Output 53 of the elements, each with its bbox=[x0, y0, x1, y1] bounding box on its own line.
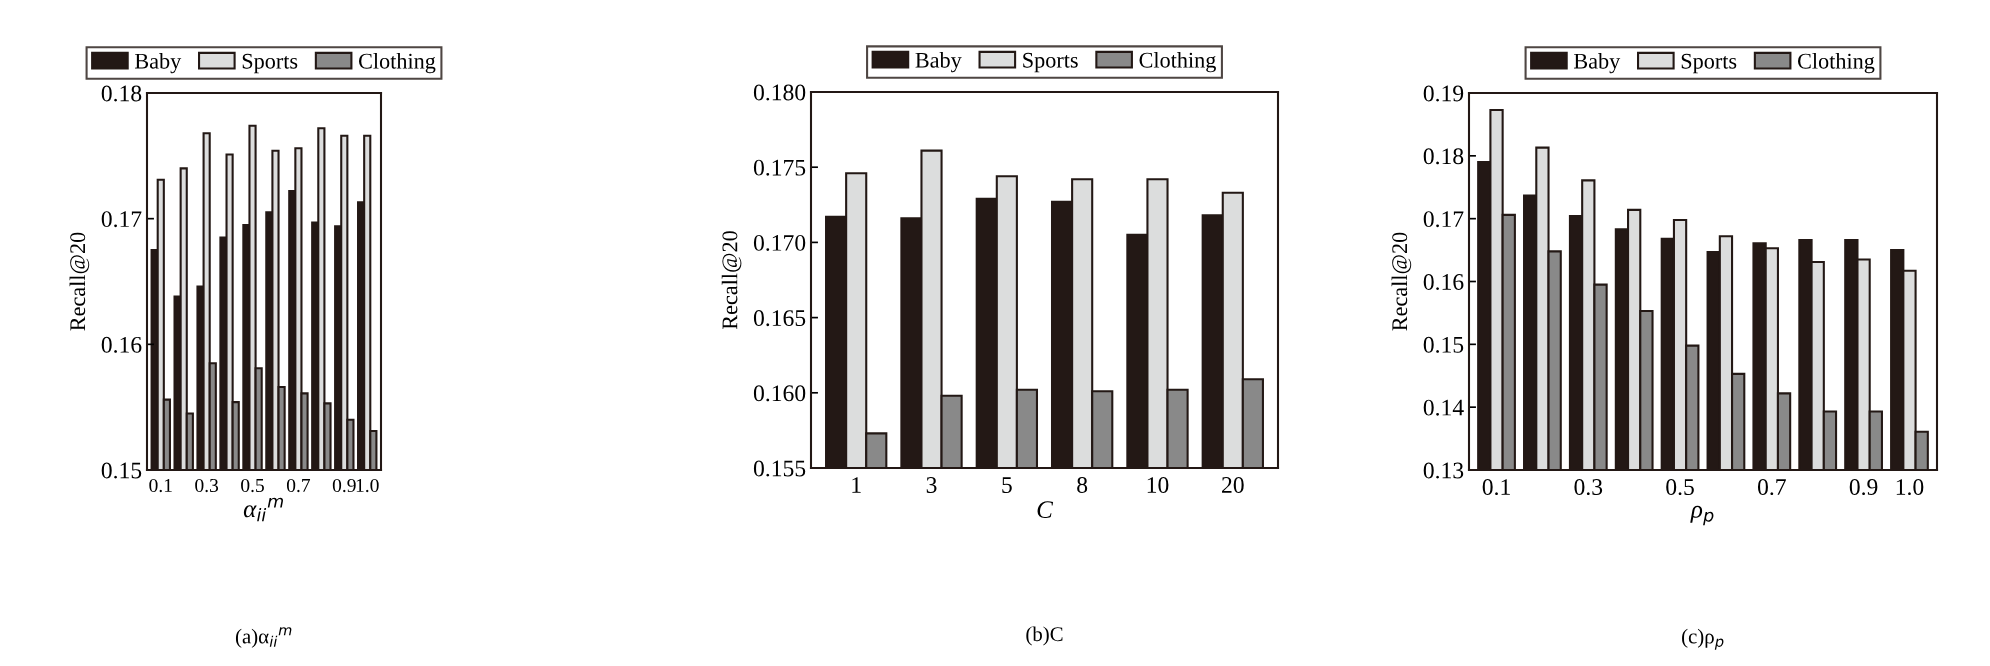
x-tick-label: 0.7 bbox=[1757, 479, 1786, 496]
legend-label: Sports bbox=[242, 53, 298, 74]
y-axis-title: Recall@20 bbox=[69, 232, 90, 331]
y-tick-label: 0.160 bbox=[753, 385, 806, 402]
x-tick-label: 0.1 bbox=[1482, 479, 1510, 496]
legend-label: Baby bbox=[915, 52, 962, 73]
x-tick-label: 0.7 bbox=[286, 478, 311, 493]
x-tick-label: 0.1 bbox=[149, 478, 172, 493]
text: (c)ρ$_{p}$ bbox=[1682, 628, 1724, 650]
y-tick-label: 0.165 bbox=[753, 310, 806, 327]
x-axis-title: ρ$_{p}$ bbox=[1690, 505, 1714, 526]
legend-label: Baby bbox=[135, 53, 182, 74]
x-tick-label: 1.0 bbox=[1896, 479, 1924, 496]
y-tick-label: 0.14 bbox=[1423, 399, 1464, 416]
legend-label: Baby bbox=[1574, 53, 1621, 74]
x-tick-label: 1 bbox=[852, 477, 861, 493]
y-tick-label: 0.13 bbox=[1423, 462, 1464, 479]
x-tick-label: 3 bbox=[926, 477, 937, 493]
y-tick-label: 0.19 bbox=[1423, 85, 1464, 102]
x-tick-label: 10 bbox=[1147, 477, 1169, 493]
legend-label: Sports bbox=[1023, 52, 1078, 73]
y-tick-label: 0.15 bbox=[101, 462, 142, 479]
y-tick-label: 0.17 bbox=[101, 211, 142, 228]
x-tick-label: 5 bbox=[1002, 477, 1012, 493]
legend-label: Clothing bbox=[1797, 53, 1875, 74]
legend-label: Clothing bbox=[1139, 52, 1216, 73]
x-axis-title: C bbox=[1037, 501, 1054, 519]
x-tick-label: 8 bbox=[1077, 477, 1088, 493]
y-tick-label: 0.155 bbox=[753, 460, 806, 477]
y-tick-label: 0.170 bbox=[753, 234, 806, 251]
y-tick-label: 0.15 bbox=[1423, 336, 1464, 353]
y-tick-label: 0.16 bbox=[1423, 273, 1464, 291]
y-tick-label: 0.16 bbox=[101, 336, 142, 353]
x-tick-label: 0.5 bbox=[1666, 479, 1694, 496]
x-tick-label: 0.3 bbox=[195, 478, 219, 493]
y-tick-label: 0.18 bbox=[101, 85, 142, 102]
x-tick-label: 0.5 bbox=[241, 478, 264, 493]
legend-label: Clothing bbox=[358, 53, 436, 74]
x-tick-label: 0.9 bbox=[1849, 479, 1878, 496]
x-tick-label: 0.9 bbox=[332, 478, 356, 493]
legend-label: Sports bbox=[1681, 53, 1737, 74]
y-tick-label: 0.180 bbox=[753, 84, 806, 101]
y-tick-label: 0.18 bbox=[1423, 148, 1464, 165]
x-tick-label: 1.0 bbox=[356, 478, 379, 493]
x-axis-title: α$_{ii}$$^{m}$ bbox=[243, 497, 283, 522]
x-tick-label: 0.3 bbox=[1574, 479, 1603, 496]
text: (a)α$_{ii}$$^{m}$ bbox=[235, 627, 292, 648]
text: (b)C bbox=[1026, 626, 1063, 646]
y-axis-title: Recall@20 bbox=[721, 231, 742, 330]
x-tick-label: 20 bbox=[1222, 477, 1244, 493]
y-axis-title: Recall@20 bbox=[1391, 232, 1412, 331]
y-tick-label: 0.175 bbox=[753, 159, 806, 176]
y-tick-label: 0.17 bbox=[1423, 211, 1464, 228]
